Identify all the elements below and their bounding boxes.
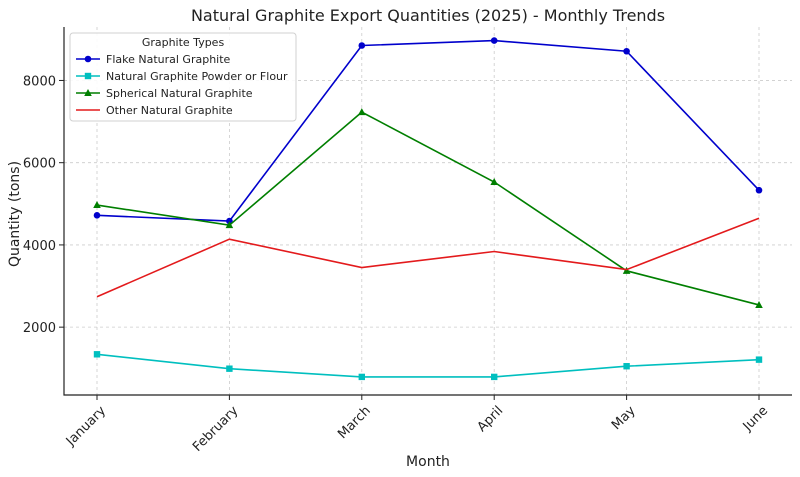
data-point	[623, 363, 630, 370]
series-1	[93, 351, 763, 381]
data-point	[358, 373, 365, 381]
series-line	[96, 217, 760, 298]
data-point	[226, 365, 233, 372]
y-tick-label: 2000	[23, 321, 56, 336]
legend-label: Spherical Natural Graphite	[106, 87, 253, 100]
axis-spines	[63, 27, 792, 396]
x-tick-label: April	[475, 403, 507, 435]
chart-title: Natural Graphite Export Quantities (2025…	[191, 6, 665, 25]
y-axis-label: Quantity (tons)	[7, 161, 23, 267]
x-tick-label: January	[63, 403, 109, 449]
data-point	[623, 47, 630, 55]
legend-label: Flake Natural Graphite	[106, 53, 231, 66]
data-point	[755, 300, 763, 308]
legend-item: Other Natural Graphite	[76, 104, 233, 117]
y-tick-label: 8000	[23, 74, 56, 89]
series-line	[96, 353, 760, 378]
legend-title: Graphite Types	[142, 36, 225, 49]
y-tick-label: 4000	[23, 239, 56, 254]
legend-item: Flake Natural Graphite	[76, 53, 231, 66]
legend-label: Natural Graphite Powder or Flour	[106, 70, 288, 83]
legend-marker	[84, 72, 92, 80]
x-tick-label: June	[740, 403, 771, 434]
legend-item: Natural Graphite Powder or Flour	[76, 70, 288, 83]
series-0	[93, 37, 763, 225]
legend-box	[69, 32, 297, 122]
data-point	[755, 356, 763, 363]
data-point	[226, 217, 233, 225]
data-point	[225, 221, 234, 229]
legend-label: Other Natural Graphite	[106, 104, 233, 117]
series-layer	[93, 37, 763, 381]
series-line	[96, 111, 760, 306]
series-2	[93, 108, 763, 308]
data-point	[93, 212, 101, 219]
x-axis-label: Month	[406, 454, 450, 470]
data-point	[93, 201, 101, 209]
data-point	[755, 186, 763, 194]
legend-marker	[84, 55, 92, 63]
series-3	[96, 217, 760, 298]
data-point	[358, 108, 366, 116]
legend-marker	[84, 89, 92, 96]
data-point	[93, 351, 101, 358]
legend-item: Spherical Natural Graphite	[76, 87, 253, 100]
series-line	[96, 39, 760, 222]
data-point	[490, 178, 498, 186]
y-tick-label: 6000	[23, 157, 56, 172]
x-tick-label: May	[609, 403, 639, 433]
data-point	[358, 42, 366, 49]
legend: Graphite Types Flake Natural Graphite Natu…	[69, 32, 297, 122]
axes	[59, 27, 792, 400]
data-point	[490, 37, 498, 44]
data-point	[491, 373, 498, 381]
x-tick-label: February	[190, 403, 242, 455]
x-tick-label: March	[335, 403, 374, 442]
